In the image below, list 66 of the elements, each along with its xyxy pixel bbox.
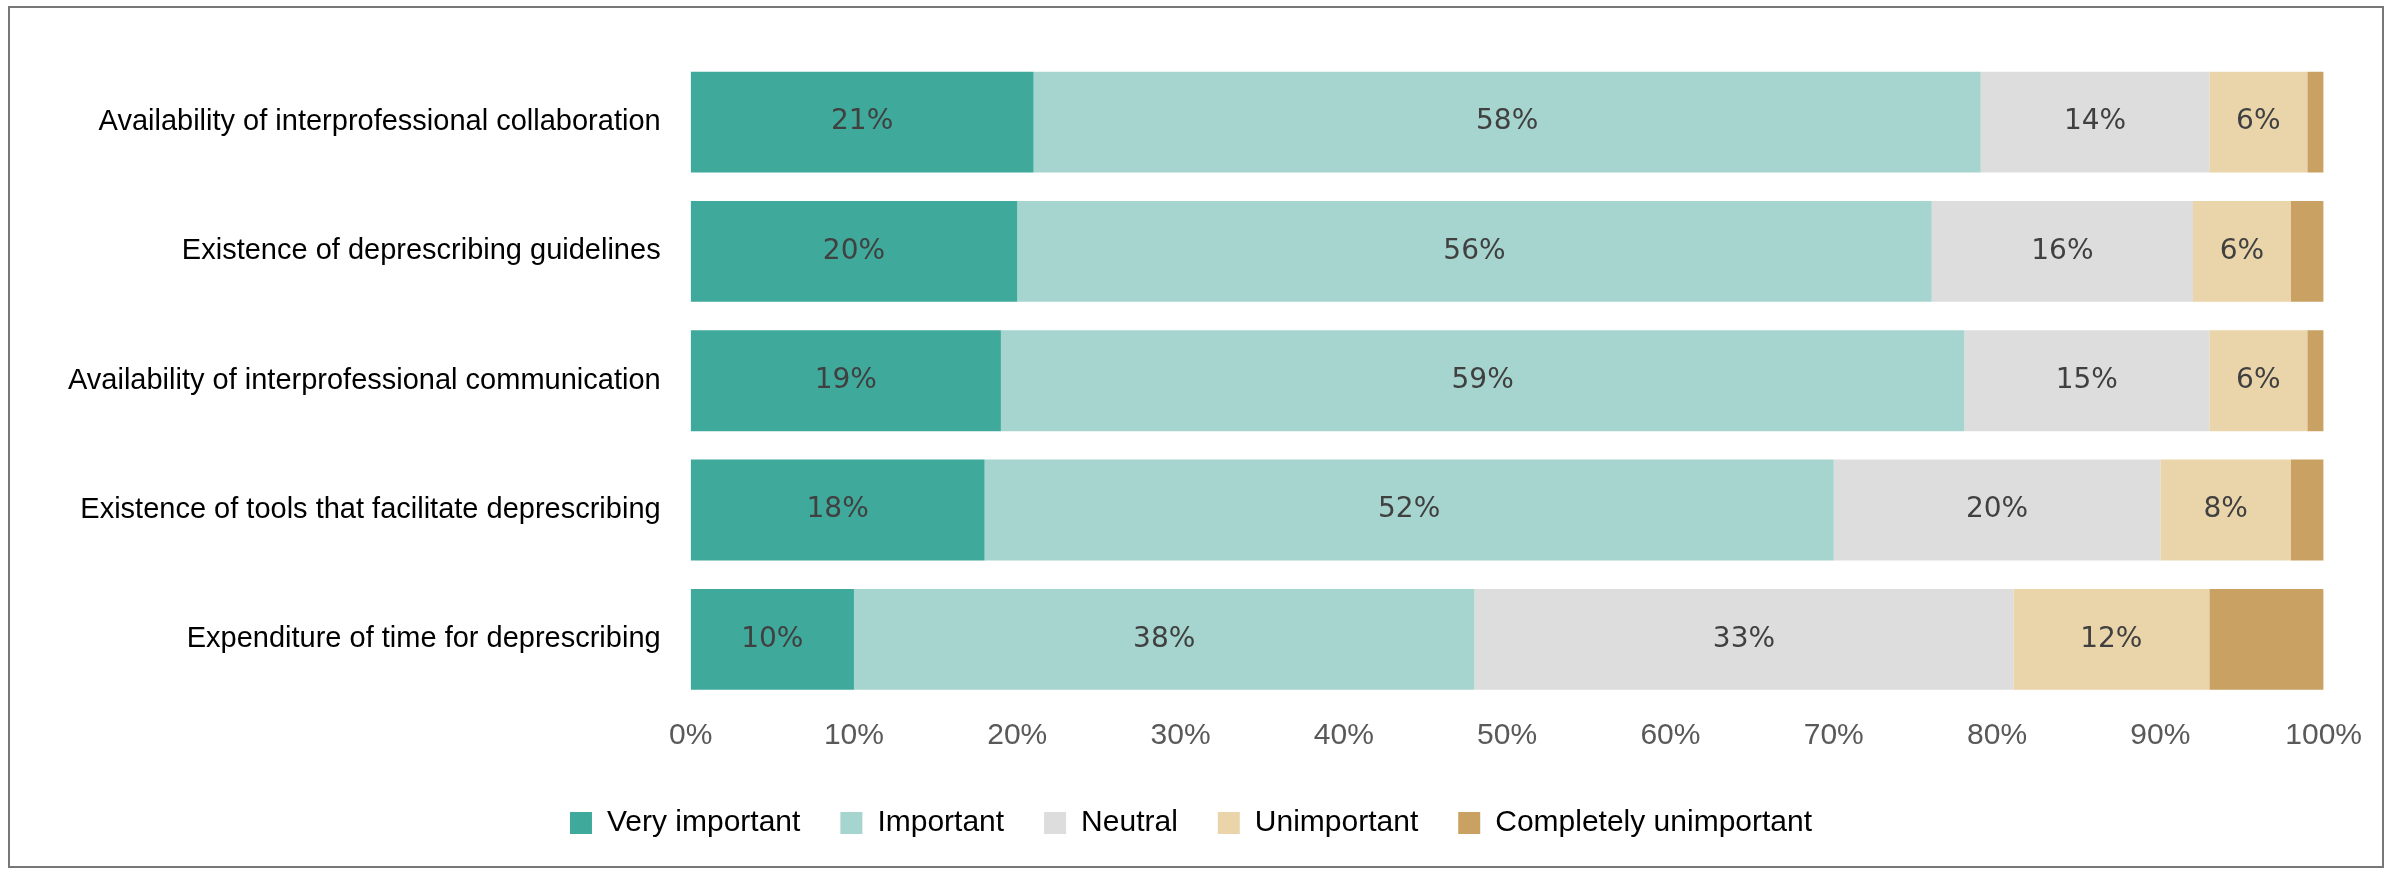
legend-label: Important (877, 804, 1005, 838)
data-label: 19% (814, 361, 877, 395)
legend-label: Unimportant (1254, 804, 1419, 838)
bar (690, 200, 1018, 302)
y-tick-label: Availability of interprofessional collaboration (98, 104, 661, 137)
bar (1980, 71, 2210, 173)
data-label: 16% (2031, 232, 2094, 266)
x-tick-label: 60% (1640, 717, 1701, 751)
bar (690, 588, 854, 690)
bar (1931, 200, 2193, 302)
legend-label: Very important (606, 804, 802, 838)
bar (1964, 330, 2210, 432)
x-tick-label: 50% (1477, 717, 1538, 751)
bar (690, 330, 1001, 432)
data-label: 6% (2219, 232, 2265, 266)
legend-label: Neutral (1081, 804, 1178, 838)
bar (2307, 330, 2324, 432)
data-label: 20% (1965, 491, 2029, 525)
bar (2013, 588, 2210, 690)
bar (1033, 71, 1981, 173)
data-label: 20% (822, 232, 886, 266)
x-tick-label: 40% (1313, 717, 1374, 751)
data-label: 52% (1378, 491, 1441, 525)
data-label: 59% (1451, 361, 1514, 395)
data-label: 58% (1476, 103, 1539, 137)
data-label: 18% (806, 491, 869, 525)
data-label: 6% (2236, 103, 2281, 137)
data-label: 8% (2203, 491, 2248, 525)
bar (2160, 459, 2291, 561)
bar (984, 459, 1834, 561)
x-tick-label: 80% (1967, 717, 2028, 751)
bar (690, 71, 1034, 173)
bar (1017, 200, 1932, 302)
y-tick-label: Existence of deprescribing guidelines (181, 233, 661, 266)
bar (2290, 200, 2324, 302)
bar (690, 459, 985, 561)
x-tick-label: 70% (1803, 717, 1864, 751)
y-tick-label: Expenditure of time for deprescribing (186, 621, 661, 654)
data-label: 14% (2063, 103, 2127, 137)
x-tick-label: 20% (987, 717, 1048, 751)
bar (2193, 200, 2291, 302)
data-label: 21% (830, 103, 894, 137)
data-label: 38% (1133, 620, 1196, 654)
x-tick-label: 0% (668, 717, 713, 751)
bar (2209, 588, 2324, 690)
y-tick-label: Existence of tools that facilitate deprescribing (80, 492, 661, 525)
x-tick-label: 100% (2285, 717, 2362, 751)
x-tick-label: 30% (1150, 717, 1211, 751)
data-label: 33% (1712, 620, 1776, 654)
data-label: 12% (2080, 620, 2143, 654)
legend-label: Completely unimportant (1495, 804, 1813, 838)
bar (2209, 71, 2308, 173)
bar (2209, 330, 2308, 432)
data-label: 10% (741, 620, 804, 654)
bar (2307, 71, 2324, 173)
bar (2290, 459, 2324, 561)
x-tick-label: 10% (823, 717, 884, 751)
data-label: 15% (2055, 361, 2118, 395)
y-tick-label: Availability of interprofessional communication (67, 362, 661, 395)
bar (1474, 588, 2014, 690)
bar (1833, 459, 2161, 561)
bar (853, 588, 1475, 690)
bar (1000, 330, 1965, 432)
x-tick-label: 90% (2130, 717, 2191, 751)
data-label: 56% (1443, 232, 1506, 266)
data-label: 6% (2236, 361, 2281, 395)
